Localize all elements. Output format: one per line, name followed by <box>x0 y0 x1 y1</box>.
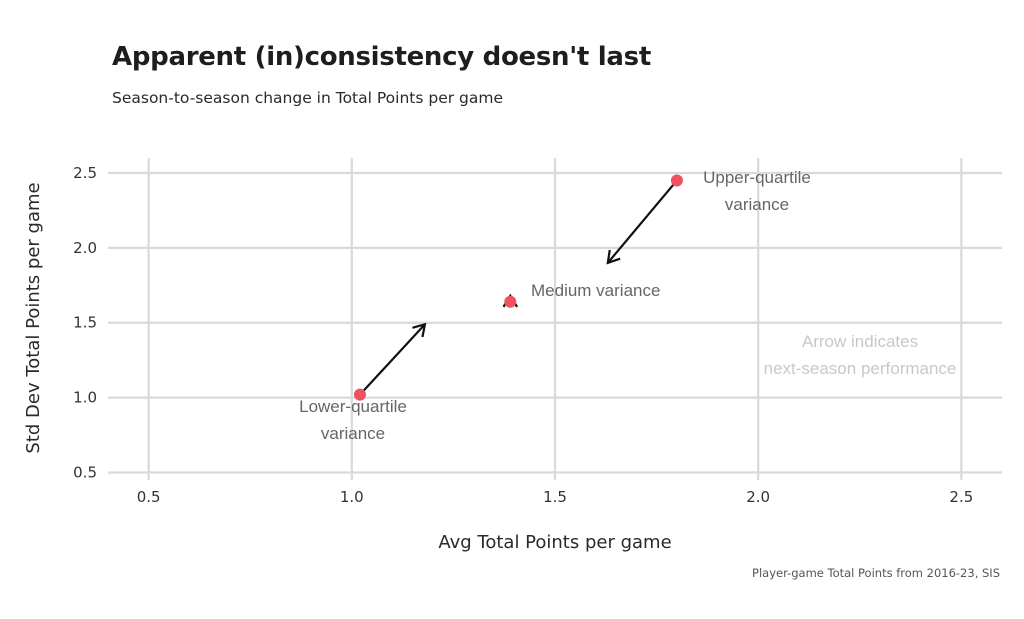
x-tick-label: 0.5 <box>137 488 161 506</box>
y-tick-label: 1.0 <box>73 389 97 407</box>
grid-horizontal <box>108 171 1002 474</box>
x-axis-title: Avg Total Points per game <box>438 532 671 553</box>
x-tick-label: 1.0 <box>340 488 364 506</box>
x-tick-label: 1.5 <box>543 488 567 506</box>
data-point <box>353 388 366 401</box>
arrow-note: Arrow indicates next-season performance <box>764 332 957 378</box>
point-label: Medium variance <box>531 281 660 300</box>
chart-caption: Player-game Total Points from 2016-23, S… <box>752 566 1000 580</box>
arrow-shaft <box>359 323 426 396</box>
x-tick-label: 2.5 <box>949 488 973 506</box>
point-label: variance <box>725 195 789 214</box>
y-tick-label: 2.0 <box>73 239 97 257</box>
y-tick-label: 0.5 <box>73 464 97 482</box>
point-label: variance <box>321 424 385 443</box>
chart-subtitle: Season-to-season change in Total Points … <box>112 89 503 107</box>
y-axis-title: Std Dev Total Points per game <box>23 182 44 453</box>
chart-title: Apparent (in)consistency doesn't last <box>112 42 651 72</box>
y-tick-label: 2.5 <box>73 164 97 182</box>
point-label: Upper-quartile <box>703 168 811 187</box>
arrow-head <box>606 249 621 265</box>
arrow-head <box>412 322 427 338</box>
note-text: Arrow indicates <box>802 332 918 351</box>
grid-vertical <box>147 158 963 480</box>
data-point <box>504 295 517 308</box>
data-point <box>670 174 683 187</box>
x-tick-label: 2.0 <box>746 488 770 506</box>
note-text: next-season performance <box>764 359 957 378</box>
y-tick-labels: 0.5 1.0 1.5 2.0 2.5 <box>73 164 97 482</box>
arrow-shaft <box>606 179 678 264</box>
data-points <box>353 174 683 401</box>
point-label: Lower-quartile <box>299 397 407 416</box>
x-tick-labels: 0.5 1.0 1.5 2.0 2.5 <box>137 488 974 506</box>
point-labels: Lower-quartile variance Medium variance Upp… <box>299 168 811 443</box>
y-tick-label: 1.5 <box>73 314 97 332</box>
